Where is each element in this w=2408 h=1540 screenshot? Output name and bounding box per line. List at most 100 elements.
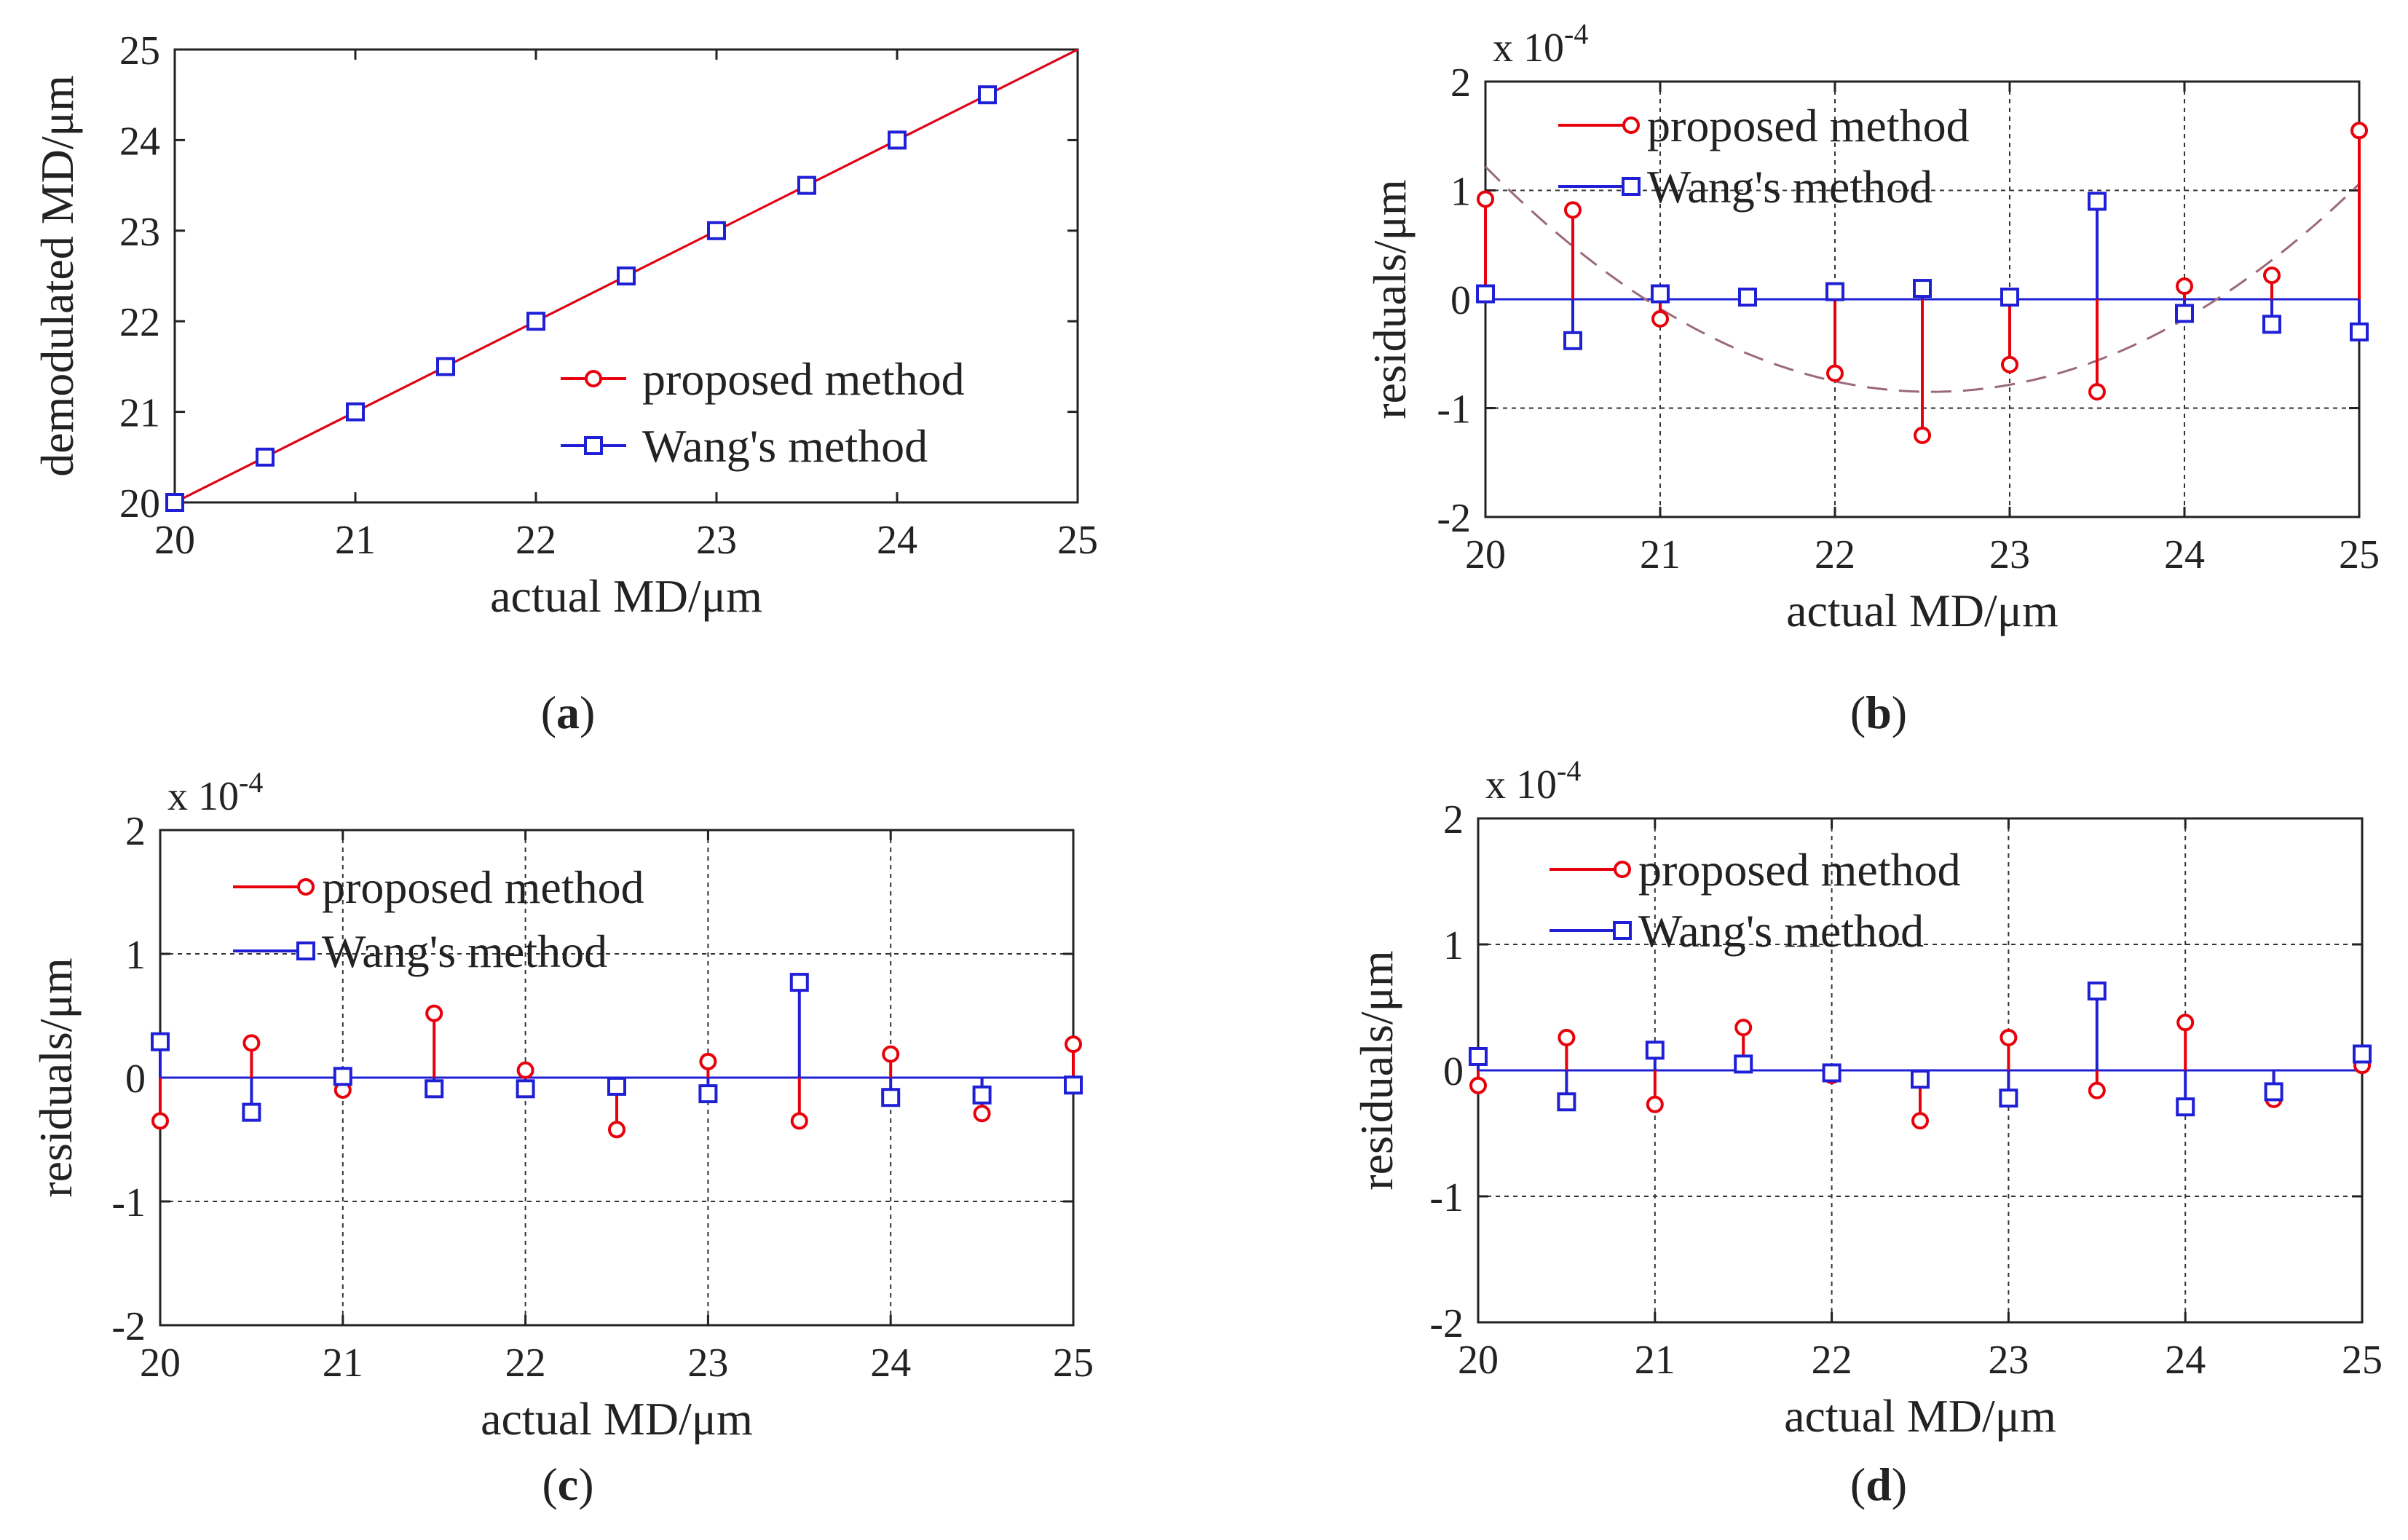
axis-scale-factor: x 10-4	[1485, 754, 1581, 807]
legend-label: proposed method	[1647, 100, 1970, 151]
legend-label: Wang's method	[322, 925, 607, 977]
stem-marker-circle	[2263, 266, 2281, 285]
stem-marker-square	[151, 1032, 170, 1051]
legend-marker-circle	[585, 370, 602, 387]
axis-scale-factor: x 10-4	[167, 766, 263, 819]
x-tick-label: 25	[1057, 518, 1098, 563]
stem-marker-circle	[790, 1112, 808, 1130]
x-tick-label: 20	[140, 1340, 181, 1386]
stem-marker-circle	[516, 1061, 534, 1079]
stem-marker-circle	[1651, 309, 1669, 328]
legend-marker-circle	[297, 878, 315, 896]
y-tick-label: -1	[111, 1180, 146, 1225]
y-tick-label: 2	[1450, 60, 1471, 106]
x-tick-label: 20	[1458, 1338, 1499, 1383]
stem-marker-square	[425, 1079, 444, 1099]
stem-marker-circle	[2088, 1081, 2106, 1099]
stem-marker-circle	[425, 1004, 443, 1022]
stem-marker-circle	[1734, 1019, 1753, 1037]
stem-marker-square	[1825, 282, 1844, 301]
stem-marker-square	[1645, 1041, 1665, 1060]
legend-label: Wang's method	[1638, 905, 1924, 957]
stem-marker-circle	[973, 1105, 991, 1123]
y-tick-label: 21	[119, 391, 160, 436]
chart-panel-d: 20 21 22 23 24 25 -2 -1 0 1 2 actual MD/μm residuals…	[1351, 754, 2383, 1510]
x-tick-label: 22	[505, 1340, 546, 1386]
stem-marker-circle	[1826, 364, 1844, 382]
stem-marker-circle	[2001, 355, 2018, 374]
stem-marker-circle	[1646, 1095, 1664, 1113]
legend-marker-square	[584, 436, 603, 455]
y-tick-label: 20	[119, 481, 160, 526]
stem-marker-circle	[1477, 190, 1494, 208]
panel-caption: (a)	[541, 687, 596, 738]
x-axis-label: actual MD/μm	[481, 1393, 753, 1445]
y-tick-label: 0	[1450, 278, 1471, 323]
data-point-square	[707, 221, 726, 240]
axis-scale-factor: x 10-4	[1493, 17, 1588, 71]
stem-marker-square	[2262, 315, 2281, 334]
x-tick-label: 24	[2164, 532, 2205, 577]
legend: proposed method Wang's method	[1558, 100, 1970, 213]
stem-marker-square	[333, 1067, 352, 1086]
stem-marker-square	[516, 1079, 535, 1099]
x-tick-label: 25	[2342, 1338, 2383, 1383]
x-tick-label: 23	[687, 1340, 728, 1386]
chart-panel-a: 20 21 22 23 24 25 20 21 22 23 24 25 actual MD/μm demo…	[31, 28, 1098, 738]
y-tick-label: -2	[1429, 1301, 1464, 1346]
y-tick-label: 2	[1443, 797, 1464, 842]
stem-marker-square	[2176, 1097, 2195, 1117]
y-tick-label: -2	[1437, 496, 1471, 541]
x-tick-label: 21	[323, 1340, 363, 1386]
stem-marker-square	[2088, 191, 2107, 211]
stem-marker-circle	[1469, 1076, 1487, 1094]
y-tick-label: -1	[1437, 387, 1471, 433]
data-point-square	[978, 85, 997, 105]
stem-marker-square	[2175, 304, 2194, 323]
stem-marker-circle	[608, 1121, 625, 1139]
y-tick-label: 1	[1443, 923, 1464, 968]
legend: proposed method Wang's method	[561, 353, 965, 472]
stem-marker-circle	[2088, 383, 2106, 401]
y-tick-label: 24	[119, 119, 160, 164]
stem-marker-circle	[151, 1112, 169, 1130]
stem-marker-square	[2264, 1082, 2283, 1102]
stem-marker-circle	[1564, 201, 1582, 219]
stem-marker-circle	[1558, 1029, 1576, 1047]
x-tick-label: 21	[1635, 1338, 1675, 1383]
x-axis-label: actual MD/μm	[1786, 585, 2058, 636]
stem-marker-circle	[2000, 1029, 2018, 1047]
x-tick-label: 21	[1640, 532, 1681, 577]
stem-marker-square	[1064, 1075, 1083, 1095]
stem-marker-circle	[2350, 122, 2368, 140]
stem-marker-square	[1563, 331, 1582, 350]
x-tick-label: 24	[2165, 1338, 2206, 1383]
stem-marker-square	[1476, 284, 1495, 304]
stem-marker-square	[972, 1085, 992, 1105]
y-tick-label: -2	[111, 1304, 146, 1349]
y-tick-label: 23	[119, 210, 160, 255]
stem-marker-square	[2000, 288, 2019, 307]
stem-marker-square	[881, 1088, 901, 1107]
stem-marker-square	[1557, 1092, 1576, 1112]
legend-marker-circle	[1622, 117, 1640, 134]
y-tick-label: 22	[119, 300, 160, 345]
trend-curve	[1484, 165, 2361, 393]
stem-marker-square	[698, 1084, 718, 1104]
data-point-square	[436, 357, 455, 376]
stem-marker-circle	[1911, 1112, 1929, 1130]
legend-marker-square	[1613, 921, 1632, 940]
y-axis-label: residuals/μm	[1351, 950, 1402, 1190]
stem-marker-square	[2350, 322, 2369, 341]
stem-marker-square	[1734, 1054, 1753, 1074]
x-tick-label: 23	[1988, 1338, 2029, 1383]
x-tick-label: 22	[1815, 532, 1855, 577]
legend-label: Wang's method	[642, 420, 928, 472]
stem-marker-square	[242, 1102, 261, 1122]
data-point-square	[617, 266, 636, 285]
data-point-square	[256, 447, 275, 467]
y-tick-label: 1	[125, 933, 146, 978]
stem-marker-square	[1911, 1070, 1930, 1089]
data-point-square	[888, 130, 907, 150]
panel-caption: (c)	[542, 1458, 593, 1510]
